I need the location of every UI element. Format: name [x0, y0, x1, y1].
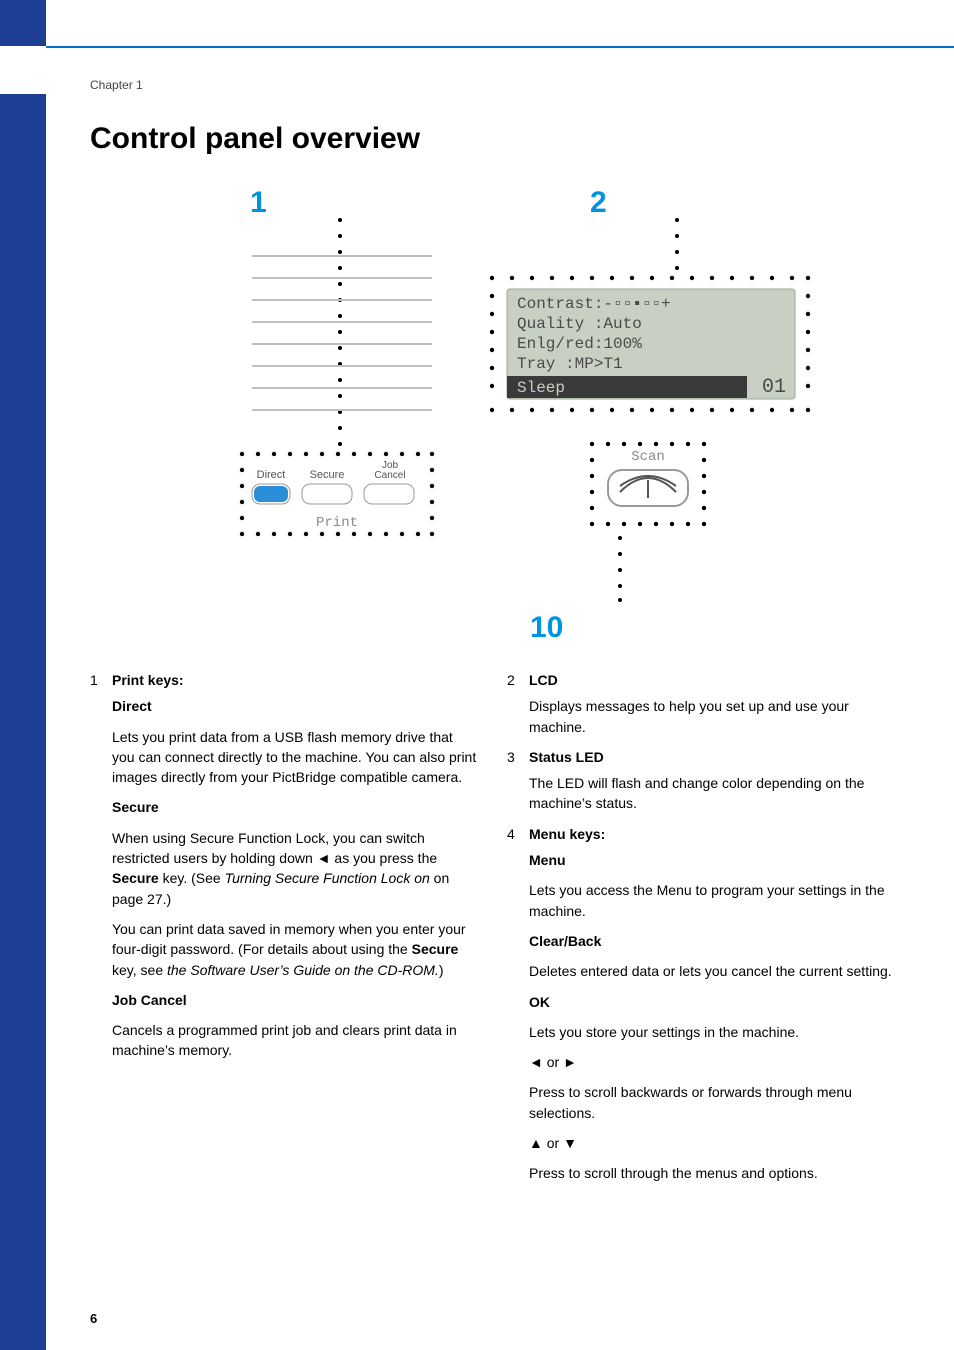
page-number: 6 [90, 1311, 97, 1326]
print-secure-label: Secure [310, 469, 345, 481]
secure-p1-ital: Turning Secure Function Lock on [225, 870, 430, 886]
item2-num: 2 [507, 670, 521, 690]
item3-num: 3 [507, 747, 521, 767]
item2-para: Displays messages to help you set up and… [529, 696, 894, 737]
lcd-line5-right: 01 [762, 376, 786, 399]
page-title: Control panel overview [90, 122, 894, 156]
secure-heading: Secure [112, 797, 477, 817]
callout-2: 2 [590, 186, 607, 220]
chapter-label: Chapter 1 [90, 78, 894, 92]
lr-heading: ◄ or ► [529, 1052, 894, 1072]
menu-heading: Menu [529, 850, 894, 870]
secure-p2-bold: Secure [412, 941, 459, 957]
secure-p2b: key, see [112, 962, 167, 978]
secure-p1b: as you press the [331, 850, 438, 866]
secure-p2c: ) [439, 962, 444, 978]
header-spacer [46, 0, 954, 46]
secure-para-1: When using Secure Function Lock, you can… [112, 828, 477, 909]
direct-para: Lets you print data from a USB flash mem… [112, 727, 477, 788]
print-direct-label: Direct [257, 469, 286, 481]
lcd-line2: Quality :Auto [517, 315, 642, 333]
item3-para: The LED will flash and change color depe… [529, 773, 894, 814]
side-stripe [0, 94, 46, 1350]
right-column: 2 LCD Displays messages to help you set … [507, 666, 894, 1194]
item2-title: LCD [529, 670, 894, 690]
ud-para: Press to scroll through the menus and op… [529, 1163, 894, 1183]
scan-label: Scan [631, 449, 665, 465]
print-jobcancel-l2: Cancel [374, 470, 405, 481]
lcd-line4: Tray :MP>T1 [517, 355, 623, 373]
item4-title: Menu keys: [529, 824, 894, 844]
ok-heading: OK [529, 992, 894, 1012]
clear-heading: Clear/Back [529, 931, 894, 951]
page-content: Chapter 1 Control panel overview 1 2 10 [90, 48, 894, 1194]
left-arrow-icon: ◄ [317, 850, 331, 866]
control-panel-diagram: 1 2 10 [90, 186, 894, 646]
ud-heading: ▲ or ▼ [529, 1133, 894, 1153]
page-header-bar [0, 0, 954, 46]
callout-1: 1 [250, 186, 267, 220]
secure-p2-ital: the Software User’s Guide on the CD-ROM. [167, 962, 439, 978]
clear-para: Deletes entered data or lets you cancel … [529, 961, 894, 981]
left-column: 1 Print keys: Direct Lets you print data… [90, 666, 477, 1194]
ok-para: Lets you store your settings in the mach… [529, 1022, 894, 1042]
menu-para: Lets you access the Menu to program your… [529, 880, 894, 921]
panel-illustration: Contrast:-▫▫▪▫▫+ Quality :Auto Enlg/red:… [172, 186, 812, 616]
lcd-line5-left: Sleep [517, 379, 565, 397]
callout-10: 10 [530, 611, 563, 645]
secure-p1-bold: Secure [112, 870, 159, 886]
item1-title: Print keys: [112, 670, 477, 690]
jobcancel-heading: Job Cancel [112, 990, 477, 1010]
body-columns: 1 Print keys: Direct Lets you print data… [90, 666, 894, 1194]
lcd-line1: Contrast:-▫▫▪▫▫+ [517, 295, 671, 313]
direct-heading: Direct [112, 696, 477, 716]
jobcancel-para: Cancels a programmed print job and clear… [112, 1020, 477, 1061]
print-section-label: Print [316, 515, 358, 531]
item3-title: Status LED [529, 747, 894, 767]
corner-tab [0, 0, 46, 46]
item1-num: 1 [90, 670, 104, 690]
lr-para: Press to scroll backwards or forwards th… [529, 1082, 894, 1123]
secure-para-2: You can print data saved in memory when … [112, 919, 477, 980]
item4-num: 4 [507, 824, 521, 844]
secure-p1c: key. (See [159, 870, 225, 886]
lcd-line3: Enlg/red:100% [517, 335, 642, 353]
